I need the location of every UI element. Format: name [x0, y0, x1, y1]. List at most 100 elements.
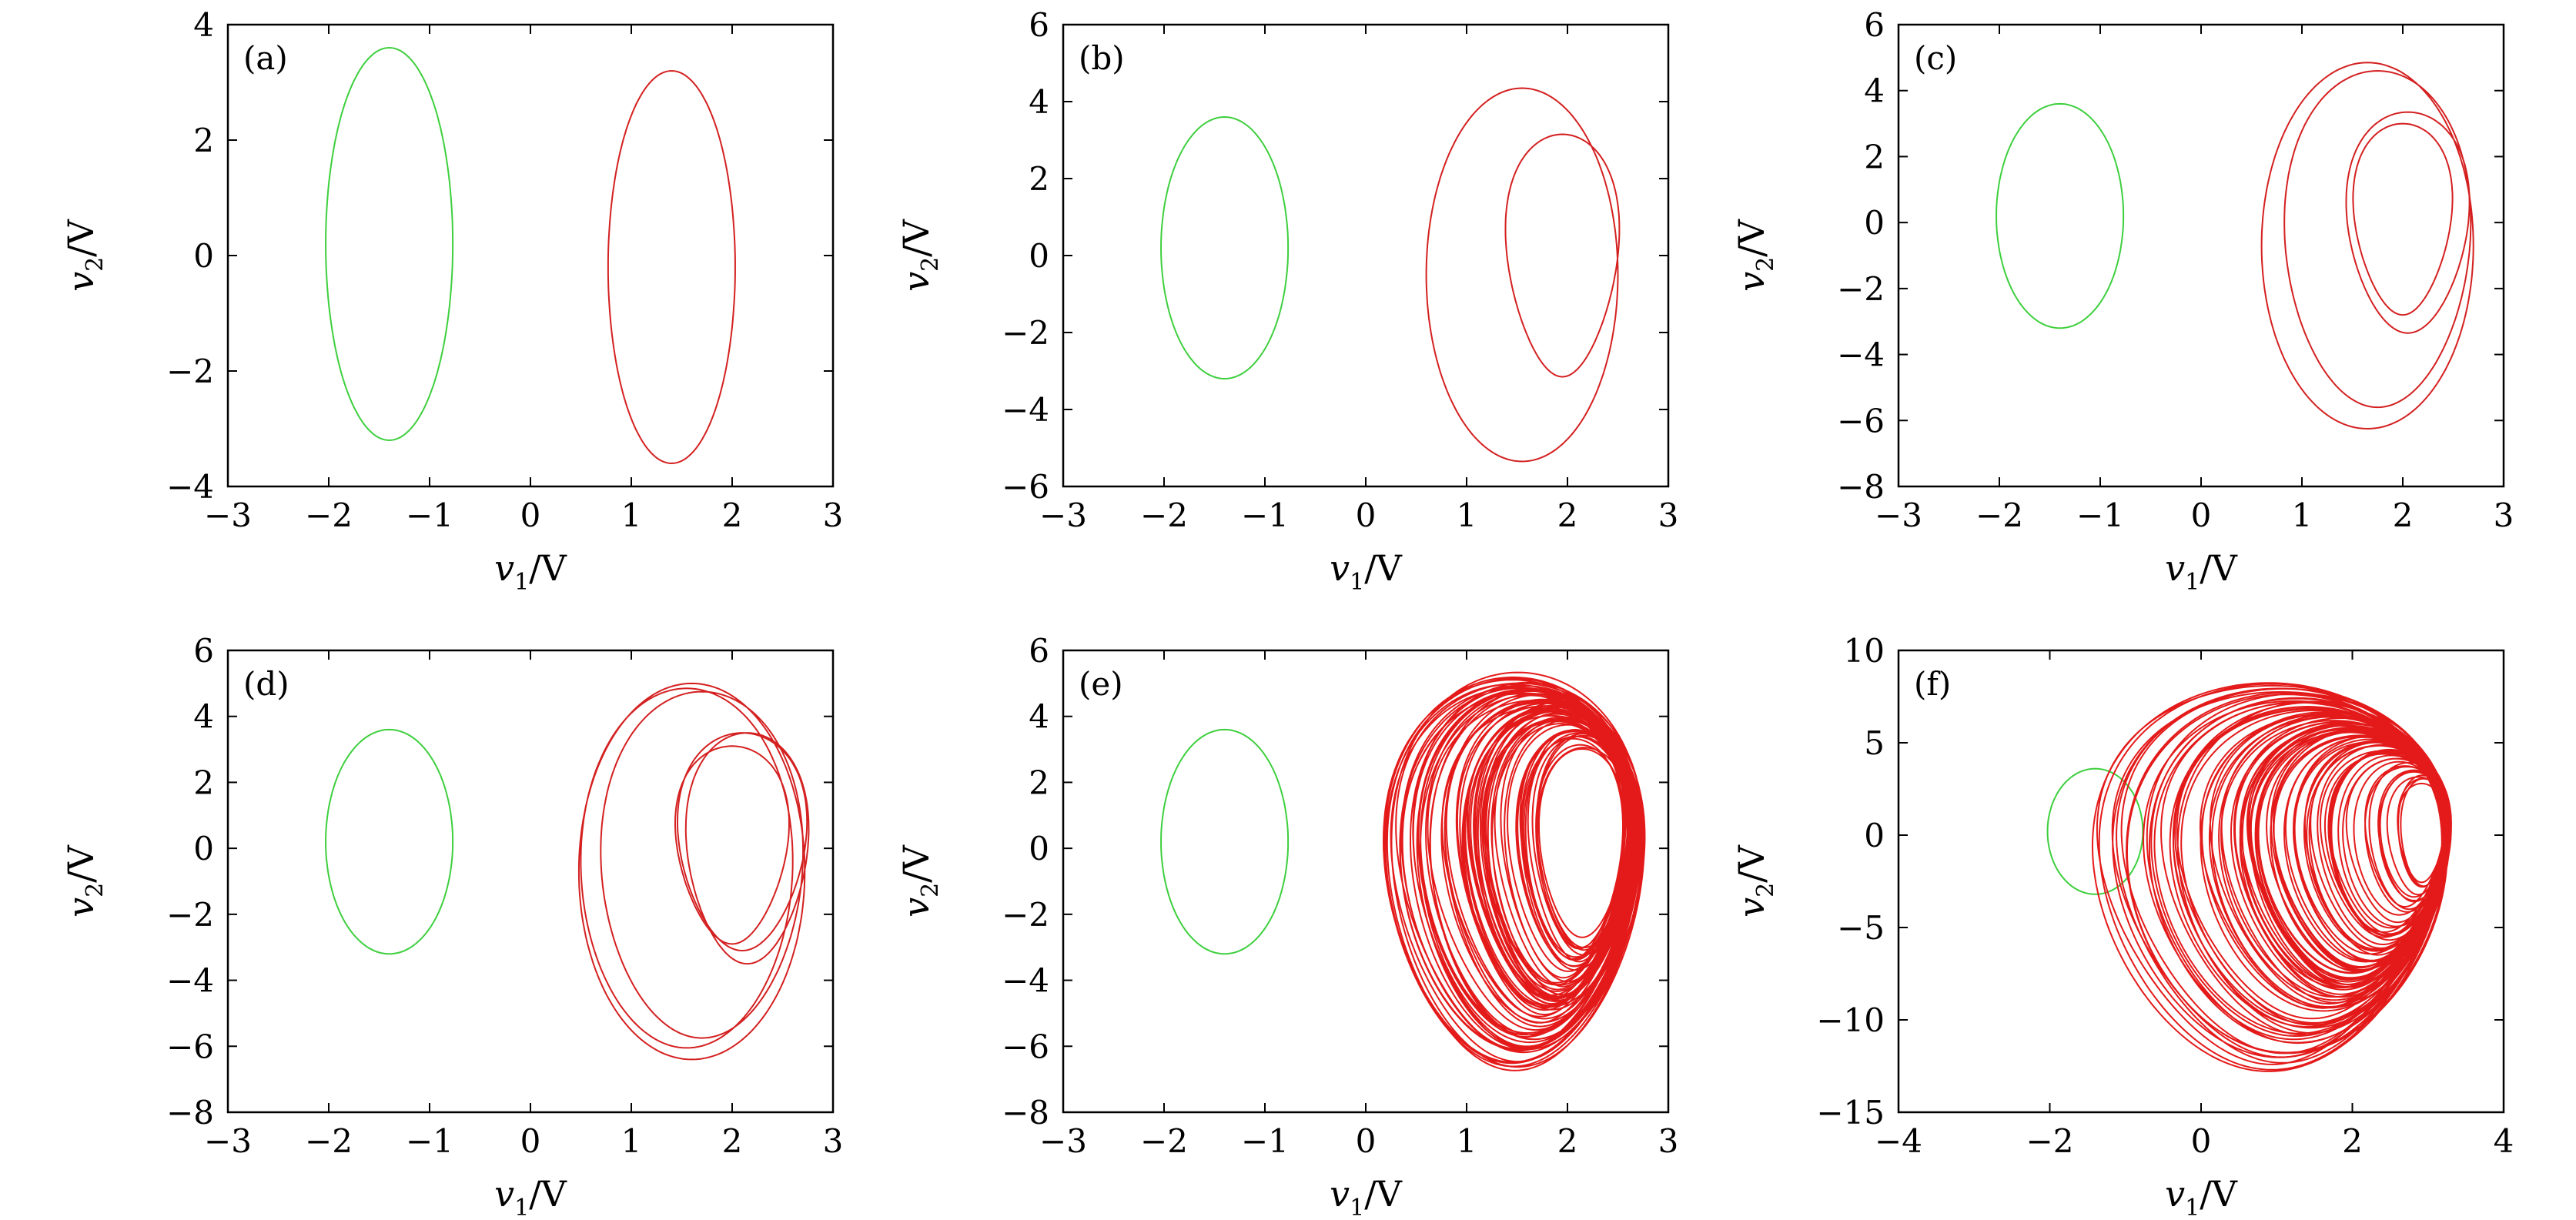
y-tick-label: −4 [1837, 336, 1885, 374]
y-tick-label: −6 [1837, 402, 1885, 440]
x-tick-label: −2 [2026, 1122, 2074, 1160]
x-axis-label: v1/V [494, 547, 567, 596]
plot-area [1996, 62, 2474, 430]
x-tick-label: −1 [1241, 496, 1289, 534]
y-axis-label: v2/V [1731, 844, 1779, 918]
y-tick-label: 2 [1029, 160, 1049, 198]
plot-area [1160, 87, 1621, 463]
x-axis-label: v1/V [494, 1173, 567, 1220]
y-tick-label: 6 [1029, 632, 1049, 670]
series-0-trajectory [325, 46, 454, 442]
axes-frame [1897, 23, 2505, 488]
plot-area [1160, 671, 1646, 1071]
series-0-trajectory [1996, 102, 2125, 329]
x-tick-label: 3 [2494, 496, 2514, 534]
y-tick-label: 0 [193, 830, 214, 867]
x-tick-label: 1 [621, 1122, 642, 1160]
x-tick-label: −3 [1039, 496, 1087, 534]
y-tick-label: −2 [166, 353, 214, 390]
y-tick-label: 0 [193, 237, 214, 275]
y-tick-label: −4 [1002, 962, 1049, 1000]
x-tick-label: 3 [1658, 496, 1679, 534]
x-tick-label: −1 [406, 1122, 453, 1160]
y-tick-label: 4 [1029, 698, 1049, 736]
x-tick-label: −3 [204, 496, 252, 534]
y-tick-label: −4 [1002, 391, 1049, 429]
panel-label: (a) [243, 39, 288, 77]
y-tick-label: 0 [1864, 204, 1885, 242]
x-tick-label: 0 [1356, 1122, 1377, 1160]
y-axis-label: v2/V [1731, 219, 1779, 292]
y-tick-label: −2 [1002, 896, 1049, 934]
y-tick-label: 0 [1864, 817, 1885, 854]
series-1-trajectory [607, 69, 736, 465]
x-tick-label: 1 [1457, 1122, 1477, 1160]
x-tick-label: 3 [1658, 1122, 1679, 1160]
panel-f: −4 −2 0 2 4 −15 −10 −5 0 5 10 (f) v1/V v2/V [1731, 632, 2514, 1220]
y-tick-label: −4 [166, 962, 214, 1000]
y-tick-label: 4 [1029, 83, 1049, 121]
y-tick-label: −5 [1837, 909, 1885, 947]
y-axis-label: v2/V [60, 844, 109, 918]
panel-b: −3 −2 −1 0 1 2 3 −6 −4 −2 0 2 4 6 (b) v1/V v2/V [895, 6, 1678, 596]
y-tick-label: 6 [193, 632, 214, 670]
y-tick-label: 2 [1864, 138, 1885, 175]
panel-c: −3 −2 −1 0 1 2 3 −8 −6 −4 −2 0 2 4 6 (c) v1/V v2/V [1731, 6, 2514, 596]
x-tick-label: −1 [1241, 1122, 1289, 1160]
x-axis-label: v1/V [2165, 547, 2238, 596]
y-tick-label: 2 [1029, 764, 1049, 801]
y-tick-label: −4 [166, 468, 214, 506]
series-0-trajectory [1160, 115, 1290, 380]
x-tick-label: −2 [1140, 496, 1188, 534]
x-axis-label: v1/V [1330, 1173, 1403, 1220]
x-tick-label: 0 [2191, 1122, 2212, 1160]
x-tick-label: 2 [722, 1122, 743, 1160]
x-tick-label: 0 [520, 1122, 541, 1160]
y-tick-label: 0 [1029, 237, 1049, 275]
x-tick-label: −2 [305, 1122, 353, 1160]
y-tick-label: −8 [1837, 468, 1885, 506]
series-1-trajectory [1425, 87, 1621, 463]
x-tick-label: −2 [1140, 1122, 1188, 1160]
series-1-trajectory [1382, 671, 1646, 1071]
x-axis-label: v1/V [2165, 1173, 2238, 1220]
plot-area [325, 682, 810, 1061]
y-tick-label: 6 [1029, 6, 1049, 44]
x-tick-label: 3 [823, 496, 844, 534]
y-axis-label: v2/V [60, 219, 109, 292]
y-tick-label: −2 [1002, 314, 1049, 352]
y-tick-label: 4 [1864, 72, 1885, 110]
x-tick-label: 0 [520, 496, 541, 534]
series-1-trajectory [2091, 682, 2452, 1072]
panel-label: (e) [1079, 665, 1123, 703]
y-tick-label: −8 [166, 1094, 214, 1131]
y-tick-label: 2 [193, 122, 214, 159]
x-tick-label: −4 [1875, 1122, 1922, 1160]
y-tick-label: 10 [1844, 632, 1885, 670]
y-tick-label: −2 [1837, 270, 1885, 308]
x-tick-label: 1 [621, 496, 642, 534]
x-tick-label: 0 [2191, 496, 2212, 534]
y-tick-label: −15 [1816, 1094, 1885, 1131]
x-tick-label: 4 [2494, 1122, 2514, 1160]
plot-area [2046, 682, 2452, 1072]
x-tick-label: 0 [1356, 496, 1377, 534]
y-tick-label: −8 [1002, 1094, 1049, 1131]
x-tick-label: 1 [2292, 496, 2313, 534]
series-0-trajectory [1160, 728, 1290, 955]
x-tick-label: −2 [305, 496, 353, 534]
y-tick-label: 6 [1864, 6, 1885, 44]
series-1-trajectory [2260, 62, 2474, 430]
y-tick-label: −6 [166, 1028, 214, 1065]
axes-frame [226, 649, 835, 1114]
y-tick-label: −6 [1002, 468, 1049, 506]
panel-label: (c) [1914, 39, 1957, 77]
panel-label: (d) [243, 665, 289, 703]
x-tick-label: −1 [2076, 496, 2124, 534]
x-tick-label: 2 [2342, 1122, 2363, 1160]
x-tick-label: 2 [2393, 496, 2414, 534]
y-tick-label: 2 [193, 764, 214, 801]
axes-frame [226, 23, 835, 488]
plot-area [325, 46, 736, 465]
